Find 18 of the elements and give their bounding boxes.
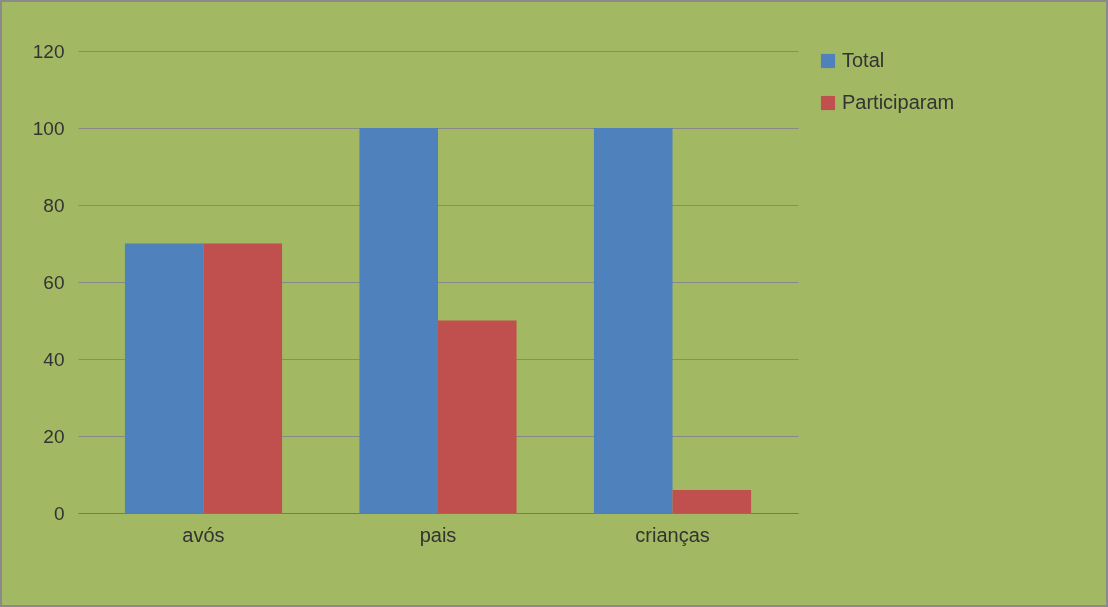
bar	[124, 243, 204, 513]
x-tick-label: pais	[419, 523, 457, 546]
y-tick-label: 20	[43, 425, 65, 447]
x-tick-label: avós	[182, 523, 225, 546]
legend-label: Total	[842, 49, 885, 71]
bar	[438, 320, 517, 513]
bar	[203, 243, 283, 513]
y-tick-label: 80	[43, 194, 65, 216]
y-tick-label: 100	[32, 117, 65, 139]
bar	[593, 128, 673, 513]
y-tick-label: 60	[43, 271, 65, 293]
y-tick-label: 120	[32, 40, 65, 62]
legend-label: Participaram	[842, 91, 955, 113]
bar	[672, 489, 752, 513]
x-tick-label: crianças	[635, 523, 710, 546]
y-tick-label: 40	[43, 348, 65, 370]
bar	[359, 128, 438, 513]
y-tick-label: 0	[53, 502, 65, 524]
